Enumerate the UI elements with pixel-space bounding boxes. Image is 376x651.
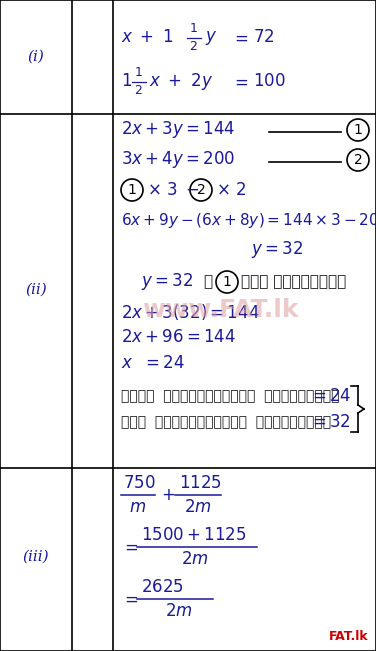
Text: $=$: $=$ bbox=[231, 74, 249, 90]
Text: $2m$: $2m$ bbox=[165, 602, 193, 620]
Text: $1$: $1$ bbox=[222, 275, 232, 289]
Text: $\times\ 3\ -$: $\times\ 3\ -$ bbox=[147, 181, 200, 199]
Text: $1$: $1$ bbox=[189, 23, 198, 36]
Text: $750$: $750$ bbox=[123, 475, 156, 492]
Text: $= 32$: $= 32$ bbox=[309, 413, 351, 431]
Text: $x\ \ = 24$: $x\ \ = 24$ bbox=[121, 355, 185, 372]
Text: $y$: $y$ bbox=[205, 29, 217, 47]
Text: $x\ +\ 2y$: $x\ +\ 2y$ bbox=[149, 72, 213, 92]
Text: $= 24$: $= 24$ bbox=[309, 387, 352, 405]
Text: $1500 + 1125$: $1500 + 1125$ bbox=[141, 527, 247, 544]
Text: $2x + 96 = 144$: $2x + 96 = 144$ bbox=[121, 329, 236, 346]
Text: $1125$: $1125$ bbox=[179, 475, 222, 492]
Text: $2$: $2$ bbox=[196, 183, 206, 197]
Text: (iii): (iii) bbox=[23, 550, 49, 564]
Text: $1$: $1$ bbox=[121, 74, 132, 90]
Text: பெண்  பிள்ளைகளின்  எண்ணிக்கை: பெண் பிள்ளைகளின் எண்ணிக்கை bbox=[121, 389, 340, 403]
Text: $2m$: $2m$ bbox=[181, 551, 208, 568]
Text: $72$: $72$ bbox=[253, 29, 274, 46]
Text: $1$: $1$ bbox=[127, 183, 137, 197]
Text: ஐ: ஐ bbox=[203, 275, 212, 290]
Text: $=$: $=$ bbox=[231, 29, 249, 46]
Text: $3x + 4y = 200$: $3x + 4y = 200$ bbox=[121, 150, 235, 171]
Text: $2$: $2$ bbox=[353, 153, 363, 167]
Text: ஆண்  பிள்ளைகளின்  எண்ணிக்கை: ஆண் பிள்ளைகளின் எண்ணிக்கை bbox=[121, 415, 331, 429]
Text: $2x + 3y = 144$: $2x + 3y = 144$ bbox=[121, 120, 235, 141]
Text: $2m$: $2m$ bbox=[184, 499, 211, 516]
Text: $=$: $=$ bbox=[121, 538, 138, 556]
Text: $2$: $2$ bbox=[189, 40, 198, 53]
Text: இல் பிரதியிட: இல் பிரதியிட bbox=[241, 275, 346, 290]
Text: $+$: $+$ bbox=[161, 486, 175, 504]
Text: $2$: $2$ bbox=[134, 85, 143, 98]
Text: (i): (i) bbox=[27, 50, 44, 64]
Text: (ii): (ii) bbox=[25, 283, 47, 297]
Text: $=$: $=$ bbox=[121, 590, 138, 608]
Text: $2x + 3(32) = 144$: $2x + 3(32) = 144$ bbox=[121, 302, 260, 322]
Text: $y = 32$: $y = 32$ bbox=[251, 240, 303, 260]
Text: $x\ +\ 1$: $x\ +\ 1$ bbox=[121, 29, 174, 46]
Text: www.FAT.lk: www.FAT.lk bbox=[142, 298, 298, 322]
Text: FAT.lk: FAT.lk bbox=[328, 630, 368, 643]
Text: $2625$: $2625$ bbox=[141, 579, 184, 596]
Text: $1$: $1$ bbox=[353, 123, 363, 137]
Text: $\times\ 2$: $\times\ 2$ bbox=[216, 181, 246, 199]
Text: $100$: $100$ bbox=[253, 74, 286, 90]
Text: $y = 32$: $y = 32$ bbox=[141, 271, 193, 292]
Text: $1$: $1$ bbox=[134, 66, 143, 79]
Text: $m$: $m$ bbox=[129, 499, 146, 516]
Text: $6x + 9y - (6x + 8y) = 144 \times 3 - 200 \times 2$: $6x + 9y - (6x + 8y) = 144 \times 3 - 20… bbox=[121, 210, 376, 230]
